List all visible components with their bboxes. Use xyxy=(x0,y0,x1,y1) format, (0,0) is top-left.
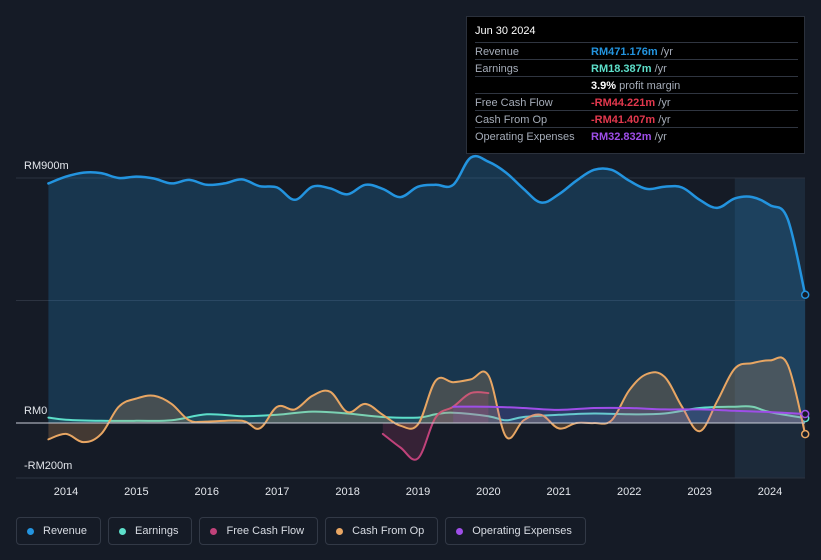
tooltip-value: -RM44.221m xyxy=(591,97,656,109)
y-label-bottom: -RM200m xyxy=(24,460,73,472)
cash-from-op-end-marker[interactable] xyxy=(800,429,810,439)
tooltip-date: Jun 30 2024 xyxy=(475,25,536,37)
tooltip-row-opex: Operating Expenses RM32.832m /yr xyxy=(475,127,798,145)
x-tick-label: 2022 xyxy=(617,486,641,498)
tooltip: Jun 30 2024 Revenue RM471.176m /yr Earni… xyxy=(466,16,805,154)
tooltip-row-revenue: Revenue RM471.176m /yr xyxy=(475,42,798,60)
tooltip-unit: /yr xyxy=(660,46,673,58)
tooltip-unit: profit margin xyxy=(619,80,681,92)
x-tick-label: 2017 xyxy=(265,486,289,498)
x-tick-label: 2016 xyxy=(195,486,219,498)
legend-label: Operating Expenses xyxy=(472,525,572,537)
legend-label: Revenue xyxy=(43,525,88,537)
tooltip-value: RM471.176m xyxy=(591,46,658,58)
legend-earnings[interactable]: Earnings xyxy=(108,517,193,545)
free-cash-flow-line xyxy=(381,391,490,461)
y-label-zero: RM0 xyxy=(24,405,48,417)
tooltip-value: RM18.387m xyxy=(591,63,652,75)
x-tick-label: 2020 xyxy=(476,486,500,498)
revenue-end-marker[interactable] xyxy=(800,290,810,300)
y-label-top: RM900m xyxy=(24,160,69,172)
earnings-dot-icon xyxy=(119,527,127,535)
legend-revenue[interactable]: Revenue xyxy=(16,517,102,545)
cash-from-op-line xyxy=(47,356,807,444)
legend-free-cash-flow[interactable]: Free Cash Flow xyxy=(199,517,319,545)
tooltip-row-earnings: Earnings RM18.387m /yr xyxy=(475,59,798,77)
free-cash-flow-area xyxy=(382,391,489,460)
legend-label: Earnings xyxy=(135,525,179,537)
legend-cash-from-op[interactable]: Cash From Op xyxy=(325,517,439,545)
revenue-area xyxy=(48,156,806,423)
tooltip-row-fcf: Free Cash Flow -RM44.221m /yr xyxy=(475,93,798,111)
legend-label: Cash From Op xyxy=(352,525,425,537)
tooltip-row-cfo: Cash From Op -RM41.407m /yr xyxy=(475,110,798,128)
x-tick-label: 2015 xyxy=(124,486,148,498)
x-tick-label: 2021 xyxy=(547,486,571,498)
highlight-band xyxy=(734,178,805,478)
tooltip-label: Free Cash Flow xyxy=(475,97,553,109)
tooltip-value: -RM41.407m xyxy=(591,114,656,126)
tooltip-unit: /yr xyxy=(658,97,671,109)
tooltip-value: RM32.832m xyxy=(591,131,652,143)
revenue-line xyxy=(47,154,807,297)
tooltip-unit: /yr xyxy=(654,131,667,143)
operating-expenses-line xyxy=(452,405,807,415)
tooltip-unit: /yr xyxy=(654,63,667,75)
legend-label: Free Cash Flow xyxy=(226,525,305,537)
operating-expenses-dot-icon xyxy=(456,527,464,535)
revenue-dot-icon xyxy=(27,527,34,535)
tooltip-label: Earnings xyxy=(475,63,519,75)
tooltip-unit: /yr xyxy=(658,114,671,126)
legend: Revenue Earnings Free Cash Flow Cash Fro… xyxy=(16,517,586,545)
x-tick-label: 2023 xyxy=(687,486,711,498)
earnings-area xyxy=(48,406,806,423)
tooltip-label: Revenue xyxy=(475,46,520,58)
legend-operating-expenses[interactable]: Operating Expenses xyxy=(445,517,586,545)
x-tick-label: 2019 xyxy=(406,486,430,498)
tooltip-value: 3.9% xyxy=(591,80,617,92)
tooltip-row-margin: 3.9% profit margin xyxy=(475,76,798,94)
tooltip-label: Cash From Op xyxy=(475,114,548,126)
free-cash-flow-dot-icon xyxy=(210,527,218,535)
tooltip-label: Operating Expenses xyxy=(475,131,575,143)
operating-expenses-end-marker[interactable] xyxy=(800,409,810,419)
cash-from-op-dot-icon xyxy=(336,527,344,535)
x-tick-label: 2018 xyxy=(335,486,359,498)
x-tick-label: 2014 xyxy=(54,486,78,498)
x-tick-label: 2024 xyxy=(758,486,782,498)
